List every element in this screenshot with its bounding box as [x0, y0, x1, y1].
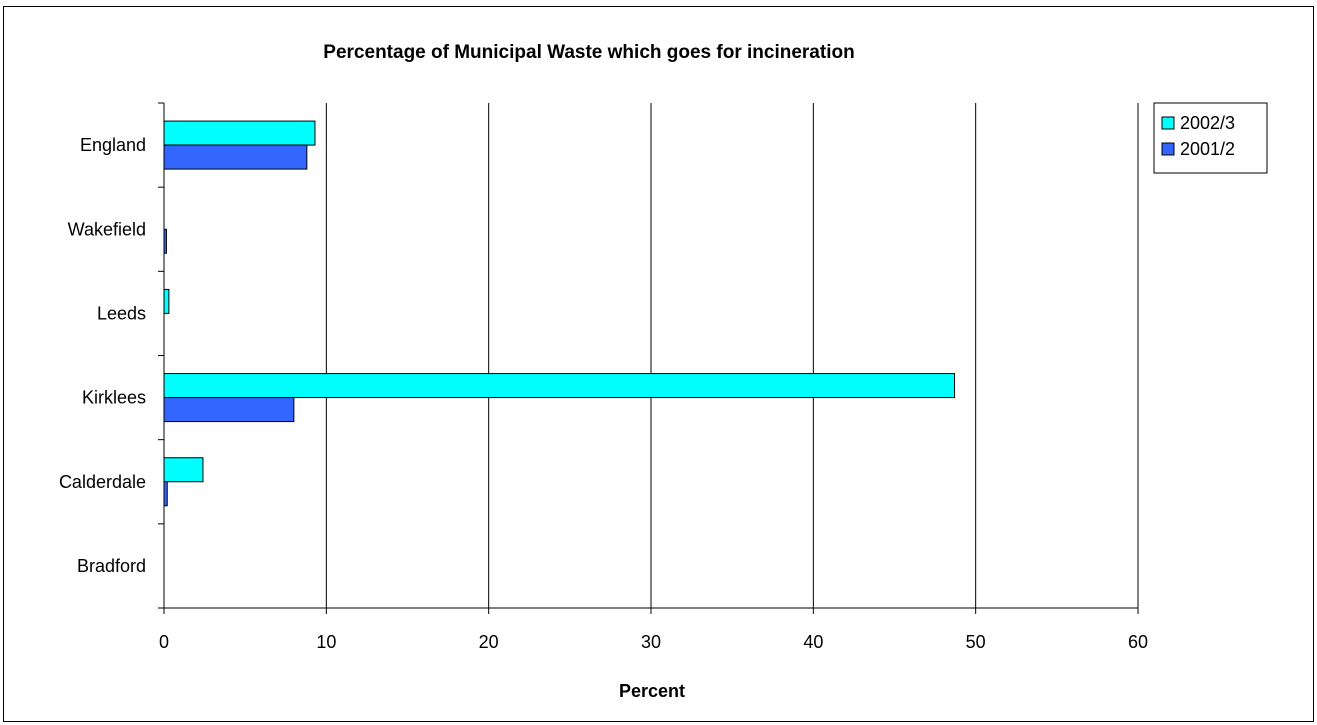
- chart-frame: Percentage of Municipal Waste which goes…: [3, 6, 1314, 722]
- legend-label: 2002/3: [1180, 113, 1235, 133]
- category-label: Kirklees: [82, 388, 146, 408]
- x-tick-label: 30: [641, 632, 661, 652]
- category-label: Calderdale: [59, 472, 146, 492]
- bar-2001-2-kirklees: [163, 397, 295, 423]
- bar-2001-2-england: [163, 144, 308, 170]
- category-label: Wakefield: [68, 219, 146, 239]
- chart-title: Percentage of Municipal Waste which goes…: [323, 42, 854, 63]
- x-tick-label: 10: [316, 632, 336, 652]
- legend-label: 2001/2: [1180, 139, 1235, 159]
- legend-box: [1153, 102, 1268, 174]
- bar-2002-3-england: [163, 120, 316, 146]
- bar-chart: Percentage of Municipal Waste which goes…: [59, 42, 1268, 701]
- legend: 2002/3 2001/2: [1153, 102, 1268, 174]
- x-tick-label: 40: [803, 632, 823, 652]
- legend-swatch: [1161, 116, 1175, 130]
- bar-2002-3-calderdale: [163, 457, 204, 483]
- x-tick-label: 20: [479, 632, 499, 652]
- category-label: Leeds: [97, 303, 146, 323]
- x-tick-label: 60: [1128, 632, 1148, 652]
- category-label: Bradford: [77, 556, 146, 576]
- x-axis-title: Percent: [619, 681, 685, 701]
- category-label: England: [80, 135, 146, 155]
- legend-swatch: [1161, 142, 1175, 156]
- bar-2002-3-leeds: [163, 288, 170, 314]
- x-tick-label: 0: [159, 632, 169, 652]
- grid-lines: [325, 103, 1139, 608]
- axes: 0 10 20 30 40 50 60 England Wakefield Leeds Kirkle…: [59, 102, 1148, 652]
- bar-2002-3-kirklees: [163, 373, 956, 399]
- x-tick-label: 50: [966, 632, 986, 652]
- bars: [163, 120, 956, 507]
